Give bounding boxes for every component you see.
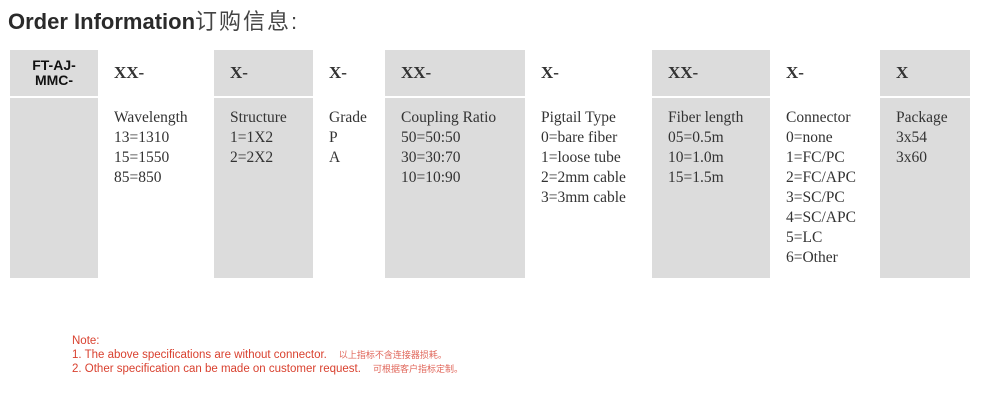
option-item: 13=1310 (114, 129, 170, 146)
note-heading: Note: (72, 335, 100, 347)
column-body: Fiber length 05=0.5m 10=1.0m 15=1.5m (652, 98, 770, 278)
option-item: 3=SC/PC (786, 189, 845, 206)
title-en: Order Information (8, 9, 196, 34)
column-label: Package (896, 109, 948, 126)
column-4: XX- Coupling Ratio 50=50:50 30=30:70 10=10:9… (385, 50, 525, 278)
option-item: 50=50:50 (401, 129, 461, 146)
column-1: XX- Wavelength 13=1310 15=1550 85=850 (98, 50, 214, 278)
option-item: 85=850 (114, 169, 162, 186)
option-item: 1=1X2 (230, 129, 274, 146)
option-item: 05=0.5m (668, 129, 724, 146)
column-body: Structure 1=1X2 2=2X2 (214, 98, 313, 278)
code: X- (329, 63, 347, 82)
column-body: Package 3x54 3x60 (880, 98, 970, 278)
option-item: A (329, 149, 341, 166)
column-code: XX- (385, 50, 525, 96)
column-body: Connector 0=none 1=FC/PC 2=FC/APC 3=SC/PC 4=S… (770, 98, 880, 278)
code: XX- (114, 63, 145, 82)
column-body: Grade P A (313, 98, 385, 278)
option-item: 10=1.0m (668, 149, 724, 166)
note-cn: 以上指标不含连接器损耗。 (338, 350, 447, 360)
column-8: X Package 3x54 3x60 (880, 50, 970, 278)
option-item: 1=loose tube (541, 149, 621, 166)
column-3: X- Grade P A (313, 50, 385, 278)
column-code: X (880, 50, 970, 96)
column-label: Structure (230, 109, 287, 126)
note-en: 1. The above specifications are without … (72, 349, 327, 361)
column-7: X- Connector 0=none 1=FC/PC 2=FC/APC 3=SC/PC 4… (770, 50, 880, 278)
note-cn: 可根据客户指标定制。 (372, 364, 463, 374)
column-label: Grade (329, 109, 367, 126)
column-code: X- (313, 50, 385, 96)
column-label: Pigtail Type (541, 109, 616, 126)
column-label: Coupling Ratio (401, 109, 497, 126)
code: X- (786, 63, 804, 82)
option-item: 0=bare fiber (541, 129, 618, 146)
option-item: 5=LC (786, 229, 823, 246)
option-item: 3x60 (896, 149, 927, 166)
code: X- (230, 63, 248, 82)
column-0: FT-AJ- MMC- (10, 50, 98, 278)
code: XX- (401, 63, 432, 82)
option-item: 0=none (786, 129, 833, 146)
option-item: 30=30:70 (401, 149, 461, 166)
column-body: Wavelength 13=1310 15=1550 85=850 (98, 98, 214, 278)
column-code: XX- (98, 50, 214, 96)
column-body: Pigtail Type 0=bare fiber 1=loose tube 2=2m… (525, 98, 652, 278)
order-table: FT-AJ- MMC- XX- Wavelength 13=1310 15=1550 85… (10, 50, 970, 278)
option-item: 2=2X2 (230, 149, 274, 166)
column-body: Coupling Ratio 50=50:50 30=30:70 10=10:90 (385, 98, 525, 278)
option-item: 15=1550 (114, 149, 170, 166)
column-label: Connector (786, 109, 851, 126)
column-5: X- Pigtail Type 0=bare fiber 1=loose tube 2=… (525, 50, 652, 278)
note: Note: 1. The above specifications are wi… (72, 334, 463, 376)
column-code: X- (214, 50, 313, 96)
option-item: 3x54 (896, 129, 927, 146)
option-item: 1=FC/PC (786, 149, 845, 166)
column-label: Fiber length (668, 109, 744, 126)
code: X- (541, 63, 559, 82)
option-item: 2=2mm cable (541, 169, 626, 186)
column-label: Wavelength (114, 109, 188, 126)
option-item: P (329, 129, 338, 146)
page-title: Order Information订购信息: (8, 4, 299, 36)
title-cn: 订购信息: (195, 9, 300, 34)
code: X (896, 63, 909, 82)
code: XX- (668, 63, 699, 82)
column-code: XX- (652, 50, 770, 96)
option-item: 10=10:90 (401, 169, 461, 186)
option-item: 3=3mm cable (541, 189, 626, 206)
column-code: X- (525, 50, 652, 96)
column-body (10, 98, 98, 278)
option-item: 2=FC/APC (786, 169, 856, 186)
column-code: X- (770, 50, 880, 96)
option-item: 4=SC/APC (786, 209, 856, 226)
option-item: 6=Other (786, 249, 838, 266)
column-2: X- Structure 1=1X2 2=2X2 (214, 50, 313, 278)
column-code: FT-AJ- MMC- (10, 50, 98, 96)
note-line: 1. The above specifications are without … (72, 348, 463, 362)
product-prefix: FT-AJ- MMC- (32, 57, 76, 88)
note-en: 2. Other specification can be made on cu… (72, 363, 361, 375)
option-item: 15=1.5m (668, 169, 724, 186)
column-6: XX- Fiber length 05=0.5m 10=1.0m 15=1.5m (652, 50, 770, 278)
note-line: 2. Other specification can be made on cu… (72, 362, 463, 376)
